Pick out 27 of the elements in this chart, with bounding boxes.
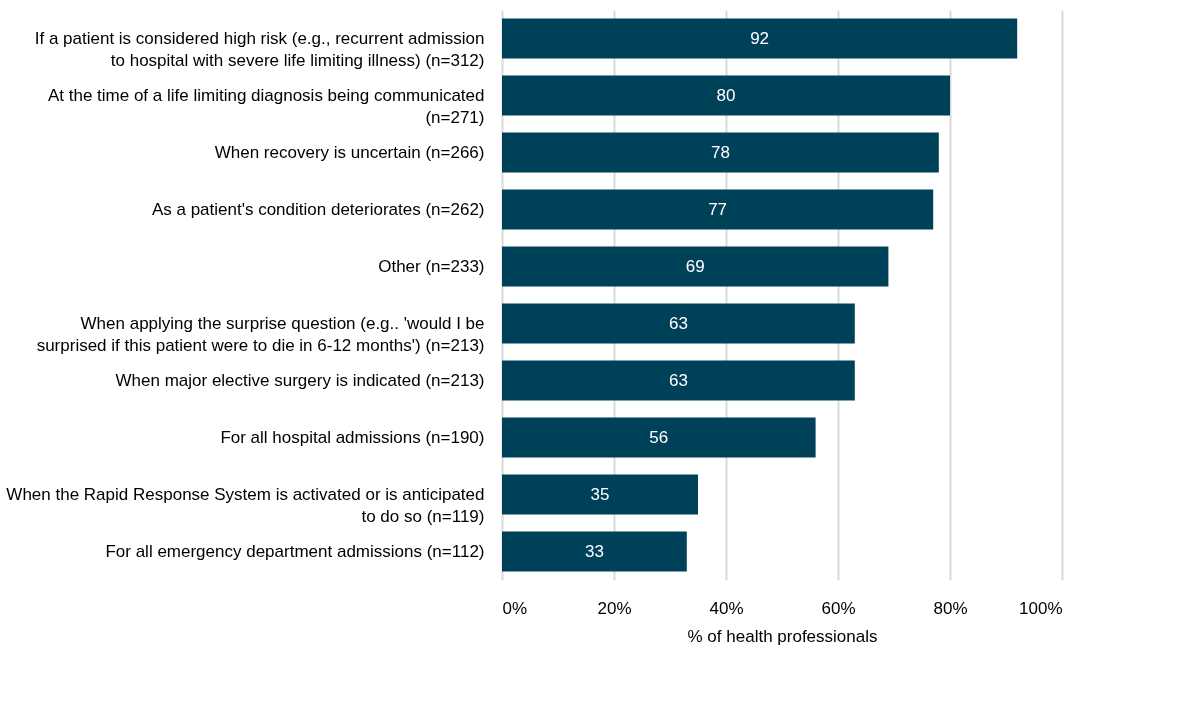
data-label: 35 <box>590 484 610 504</box>
y-tick-label: Other (n=233) <box>378 256 485 276</box>
y-tick-label: When the Rapid Response System is activated or is anticipated to do so (n=119) <box>6 484 485 526</box>
x-tick-label: 0% <box>502 598 528 618</box>
x-tick-label: 20% <box>597 598 632 618</box>
data-label: 63 <box>668 370 688 390</box>
y-tick-label: When major elective surgery is indicated (n=213) <box>115 370 485 390</box>
data-label: 78 <box>710 142 730 162</box>
x-tick-label: 40% <box>709 598 744 618</box>
data-label: 77 <box>708 199 728 219</box>
y-tick-label: As a patient's condition deteriorates (n=262) <box>151 199 485 219</box>
data-label: 69 <box>685 256 705 276</box>
data-label: 80 <box>716 85 736 105</box>
x-tick-label: 80% <box>933 598 968 618</box>
x-axis-title: % of health professionals <box>687 626 878 646</box>
y-tick-label: When applying the surprise question (e.g.. 'would I be surprised if this patient were to die in 6-12 months') (n=213) <box>36 313 485 355</box>
y-tick-label: If a patient is considered high risk (e.g., recurrent admission to hospital with severe life limiting illness) (n=312) <box>34 28 485 70</box>
data-label: 33 <box>584 541 604 561</box>
x-tick-label: 100% <box>1019 598 1063 618</box>
y-tick-label: At the time of a life limiting diagnosis being communicated (n=271) <box>47 85 485 127</box>
y-tick-label: When recovery is uncertain (n=266) <box>214 142 485 162</box>
data-label: 56 <box>649 427 669 447</box>
y-tick-label: For all emergency department admissions (n=112) <box>105 541 485 561</box>
data-label: 63 <box>668 313 688 333</box>
x-tick-label: 60% <box>821 598 856 618</box>
y-tick-label: For all hospital admissions (n=190) <box>220 427 485 447</box>
data-label: 92 <box>750 28 770 48</box>
